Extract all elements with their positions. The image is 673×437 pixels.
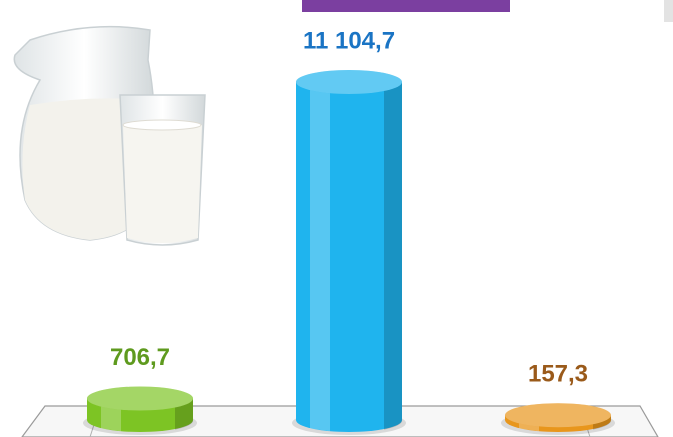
header-bar [302, 0, 510, 12]
cylinder [83, 386, 197, 435]
side-tab [664, 0, 673, 22]
cylinder-top-shine [296, 70, 402, 94]
cylinder-top [87, 386, 193, 411]
milk-illustration [13, 25, 206, 246]
value-label: 706,7 [110, 344, 170, 371]
cylinder-top [505, 403, 611, 428]
cylinder-top [296, 70, 402, 94]
cylinder-shade [384, 82, 403, 430]
bar [296, 82, 402, 432]
cylinder-top-shine [87, 386, 193, 411]
value-label: 157,3 [528, 361, 588, 388]
cylinder-top-shine [505, 403, 611, 428]
cylinder [501, 403, 615, 435]
cylinder [292, 70, 406, 435]
value-label: 11 104,7 [303, 27, 395, 54]
cylinder-highlight [310, 82, 330, 432]
